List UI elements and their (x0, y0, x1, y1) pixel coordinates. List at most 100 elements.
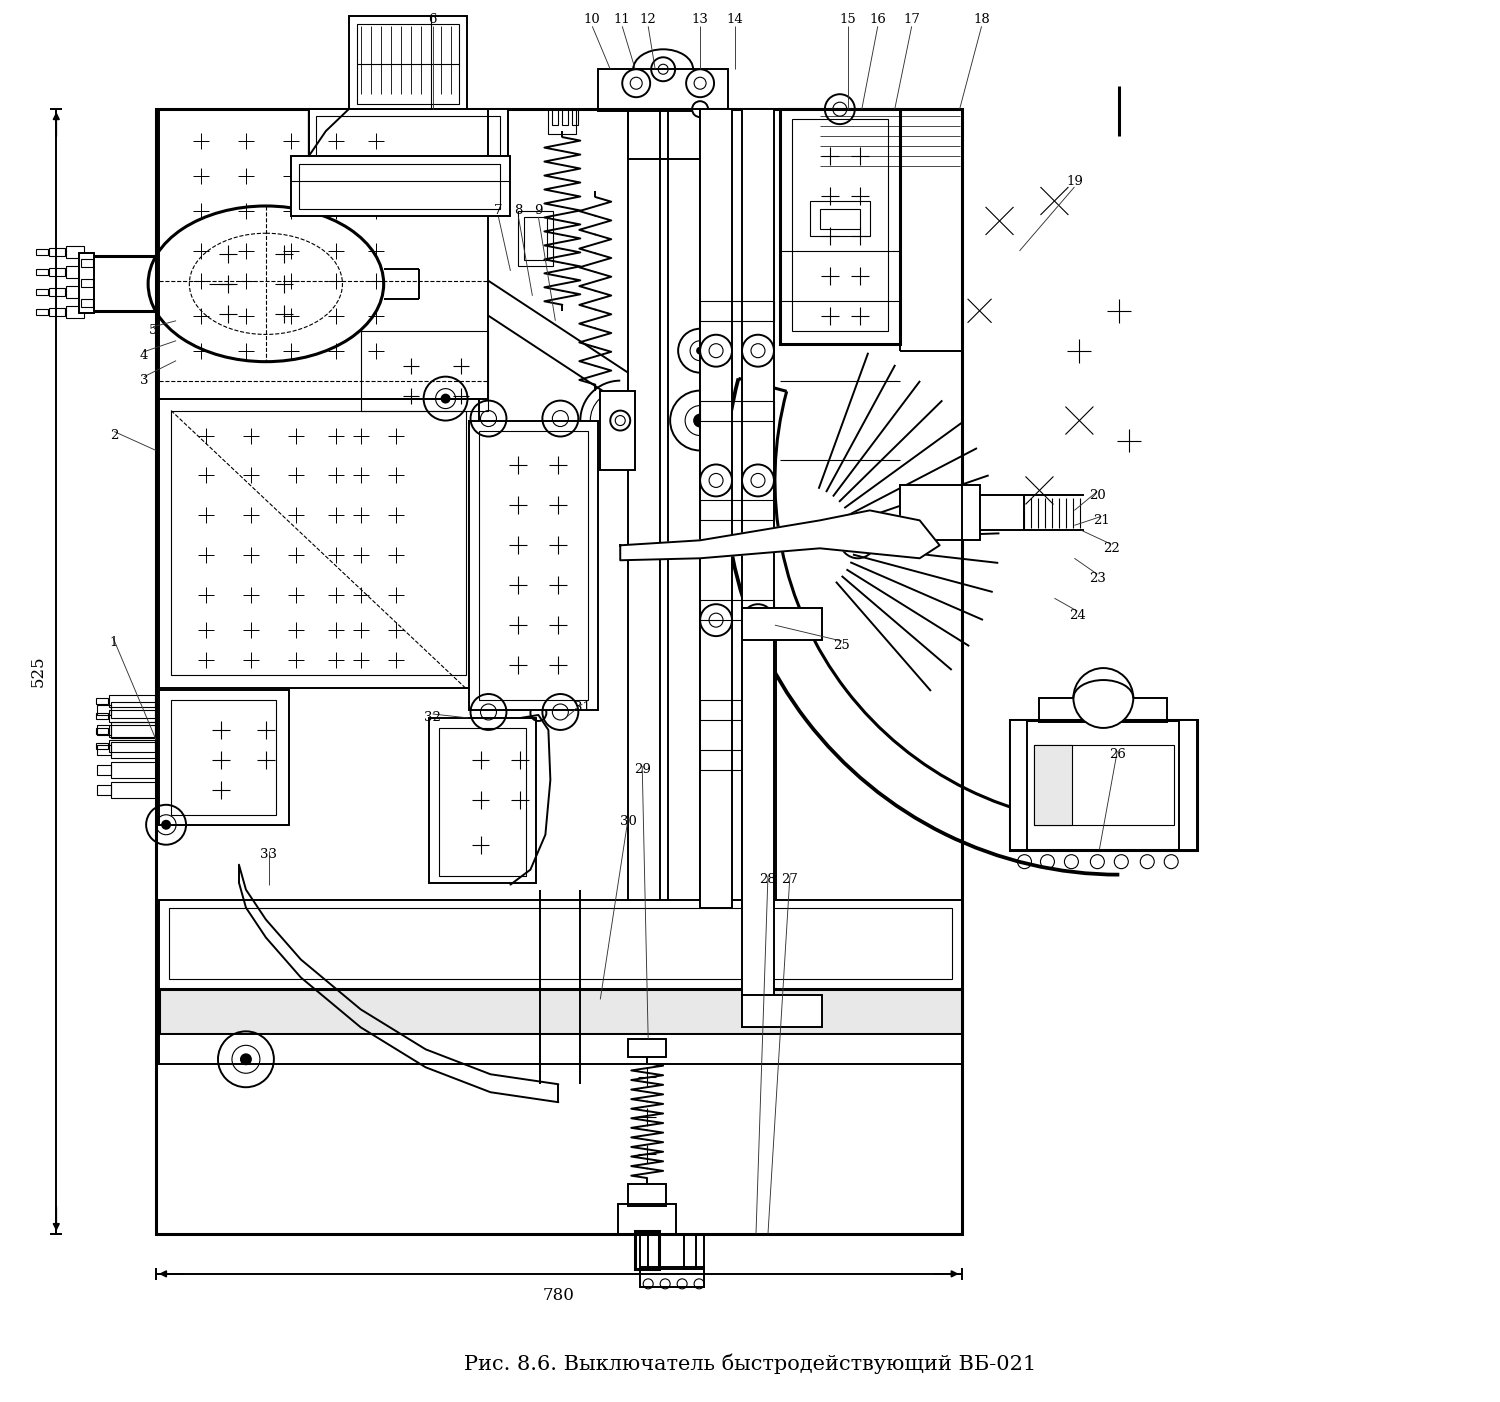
Bar (298, 164, 501, 209)
Text: 24: 24 (1070, 608, 1086, 621)
Text: 33: 33 (261, 848, 278, 861)
Bar (668, 109, 700, 958)
Bar (742, 608, 774, 1028)
Bar (110, 709, 154, 722)
Bar (111, 742, 158, 758)
Bar (758, 610, 776, 1029)
Bar (156, 109, 962, 1234)
Bar (66, 306, 84, 318)
Bar (640, 1234, 660, 1269)
Text: 11: 11 (614, 13, 630, 25)
Text: 16: 16 (870, 13, 886, 25)
Bar (171, 411, 465, 674)
Bar (648, 1234, 696, 1269)
Bar (573, 109, 579, 125)
Ellipse shape (148, 206, 384, 362)
Bar (700, 750, 774, 770)
Circle shape (694, 415, 706, 426)
Text: 9: 9 (534, 205, 543, 217)
Text: 25: 25 (834, 638, 850, 652)
Text: 5: 5 (148, 324, 158, 338)
Bar (742, 608, 822, 641)
Bar (170, 907, 951, 980)
Bar (81, 259, 93, 266)
Bar (111, 702, 158, 718)
Text: 20: 20 (1089, 489, 1106, 502)
Bar (50, 287, 66, 296)
Text: 10: 10 (584, 13, 600, 25)
Bar (742, 995, 822, 1028)
Bar (628, 1039, 666, 1057)
Text: 26: 26 (1108, 749, 1126, 761)
Text: 525: 525 (30, 656, 46, 687)
Bar (810, 200, 870, 236)
Bar (438, 728, 526, 876)
Bar (159, 1035, 962, 1064)
Bar (700, 401, 774, 421)
Bar (780, 109, 900, 343)
Bar (66, 266, 84, 278)
Bar (291, 156, 510, 216)
Text: 29: 29 (634, 763, 651, 777)
Bar (1179, 721, 1197, 850)
Bar (562, 109, 568, 125)
Bar (159, 900, 962, 990)
Bar (36, 250, 48, 255)
Text: 28: 28 (759, 873, 777, 886)
Text: 6: 6 (429, 13, 436, 25)
Text: 15: 15 (840, 13, 856, 25)
Text: 1: 1 (110, 635, 117, 649)
Bar (357, 24, 459, 104)
Bar (98, 705, 111, 715)
Bar (309, 109, 509, 174)
Bar (159, 109, 489, 398)
Text: 17: 17 (903, 13, 920, 25)
Bar (50, 308, 66, 315)
Bar (36, 269, 48, 275)
Bar (110, 725, 154, 737)
Bar (96, 743, 108, 749)
Bar (96, 698, 108, 704)
Bar (900, 485, 980, 540)
Bar (98, 785, 111, 795)
Bar (159, 398, 479, 688)
Bar (316, 116, 501, 168)
Bar (1040, 698, 1167, 722)
Text: 780: 780 (543, 1287, 574, 1304)
Bar (746, 608, 789, 627)
Bar (110, 695, 154, 707)
Bar (628, 1185, 666, 1206)
Bar (478, 430, 588, 700)
Bar (50, 248, 66, 257)
Text: 2: 2 (110, 429, 118, 442)
Text: 27: 27 (782, 873, 798, 886)
Bar (429, 718, 537, 883)
Text: 31: 31 (574, 701, 591, 715)
Bar (600, 391, 634, 471)
Text: 3: 3 (140, 374, 148, 387)
Bar (96, 728, 108, 733)
Bar (700, 301, 774, 321)
Bar (96, 714, 108, 719)
Bar (549, 109, 576, 135)
Text: 7: 7 (494, 205, 502, 217)
Text: 22: 22 (1102, 541, 1119, 555)
Bar (700, 700, 774, 721)
Bar (746, 1028, 789, 1046)
Bar (80, 252, 94, 313)
Text: 30: 30 (620, 815, 636, 829)
Circle shape (441, 394, 450, 402)
Bar (110, 740, 154, 751)
Text: 14: 14 (726, 13, 744, 25)
Bar (980, 495, 1024, 530)
Bar (81, 279, 93, 287)
Bar (1035, 744, 1174, 824)
Bar (618, 1204, 676, 1234)
Text: 32: 32 (424, 711, 441, 725)
Text: 13: 13 (692, 13, 708, 25)
Bar (111, 722, 158, 737)
Bar (81, 299, 93, 307)
Bar (360, 331, 489, 411)
Bar (598, 69, 728, 111)
Bar (525, 217, 548, 259)
